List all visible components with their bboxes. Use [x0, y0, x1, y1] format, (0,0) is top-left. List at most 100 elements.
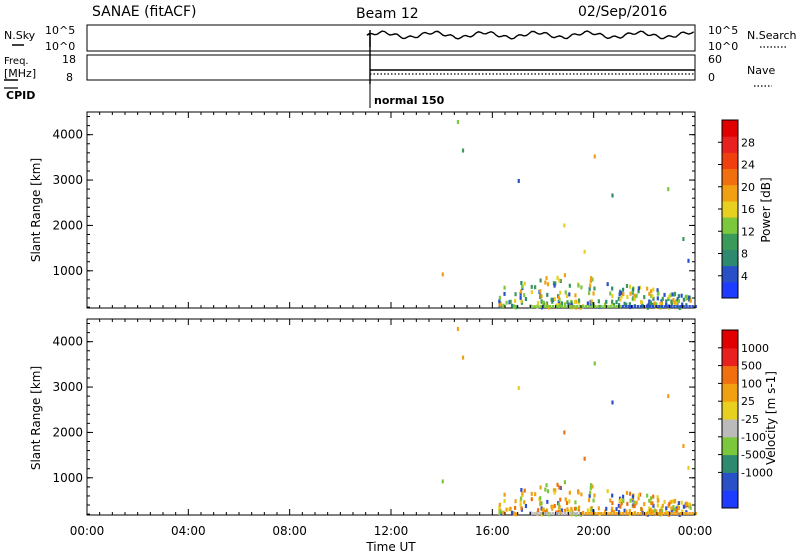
power-echo [684, 297, 687, 302]
velocity-baseline-echo [654, 512, 658, 515]
velocity-echo [553, 503, 556, 508]
velocity-echo [591, 484, 594, 489]
velocity-echo [545, 483, 548, 488]
power-echo [505, 300, 508, 305]
velocity-echo [509, 506, 512, 511]
power-echo [583, 249, 586, 254]
velocity-echo [661, 503, 664, 508]
freq-panel-frame [86, 54, 696, 81]
velocity-echo [521, 491, 524, 496]
power-echo [598, 304, 601, 309]
velocity-echo [566, 507, 569, 512]
velocity-echo [663, 499, 666, 504]
nsky-panel-frame [86, 24, 696, 52]
power-echo [605, 299, 608, 304]
power-echo [660, 299, 663, 304]
velocity-echo [668, 502, 671, 507]
power-baseline-echo [563, 305, 567, 308]
colorbar-tick-label: 100 [741, 377, 762, 390]
power-baseline-echo [694, 305, 697, 308]
velocity-baseline-echo [685, 512, 688, 515]
freq-label-line1: Freq. [4, 56, 29, 67]
velocity-echo [540, 501, 543, 506]
velocity-echo [652, 503, 655, 508]
power-echo [577, 283, 580, 288]
power-echo [513, 305, 516, 310]
velocity-baseline-echo [688, 512, 691, 515]
power-echo [663, 292, 666, 297]
velocity-echo [649, 508, 652, 513]
velocity-echo [560, 508, 563, 513]
power-baseline-echo [664, 305, 667, 308]
velocity-baseline-echo [679, 512, 682, 515]
velocity-echo [558, 504, 561, 509]
power-echo [509, 299, 512, 304]
velocity-echo [503, 492, 506, 497]
velocity-echo [677, 505, 681, 510]
velocity-echo [567, 509, 570, 514]
power-echo [559, 303, 562, 308]
power-echo [553, 283, 556, 288]
colorbar-swatch [722, 330, 738, 349]
power-echo [640, 299, 643, 304]
power-baseline-echo [673, 305, 676, 308]
velocity-echo [534, 492, 537, 497]
velocity-echo [546, 499, 549, 504]
velocity-baseline-echo [624, 512, 627, 515]
velocity-baseline-echo [560, 512, 564, 515]
velocity-echo [682, 444, 685, 449]
colorbar-swatch [722, 401, 738, 420]
power-echo [558, 278, 561, 283]
power-baseline-echo [633, 305, 637, 308]
colorbar-swatch [722, 265, 738, 283]
power-echo [515, 305, 518, 310]
velocity-echo [684, 504, 687, 509]
colorbar-tick-label: 24 [741, 159, 755, 172]
power-baseline-echo [667, 305, 670, 308]
velocity-echo [619, 504, 622, 509]
power-baseline-echo [682, 305, 685, 308]
power-echo [623, 301, 626, 306]
power-echo [652, 287, 655, 292]
x-tick-label: 16:00 [475, 524, 510, 538]
power-echo [590, 276, 593, 281]
power-echo [456, 119, 460, 124]
power-echo [557, 299, 560, 304]
velocity-cbar-label: Velocity [m s-1] [764, 371, 778, 465]
velocity-echo [650, 496, 653, 501]
velocity-echo [643, 502, 646, 507]
nsky-left-tick-top: 10^5 [45, 24, 75, 37]
velocity-echo [568, 490, 571, 495]
power-echo [659, 301, 662, 306]
power-echo [563, 273, 567, 278]
velocity-echo [513, 512, 516, 517]
power-echo [568, 292, 571, 297]
power-echo [591, 277, 594, 282]
power-echo [681, 302, 684, 307]
power-echo [671, 300, 675, 305]
power-echo [574, 293, 577, 298]
power-baseline-echo [545, 305, 548, 308]
colorbar-swatch [722, 120, 738, 137]
velocity-echo [499, 509, 502, 514]
velocity-echo [639, 492, 642, 497]
velocity-echo [461, 355, 465, 360]
power-echo [539, 289, 542, 294]
power-baseline-echo [606, 305, 609, 308]
power-baseline-echo [603, 305, 606, 308]
colorbar-swatch [722, 383, 738, 402]
velocity-baseline-echo [651, 512, 655, 515]
power-echo [635, 293, 638, 298]
colorbar-tick-label: 20 [741, 181, 755, 194]
power-echo [461, 148, 465, 153]
velocity-baseline-echo [569, 512, 573, 515]
power-echo [673, 292, 676, 297]
power-echo [560, 301, 563, 306]
power-baseline-echo [676, 305, 679, 308]
power-echo [593, 286, 596, 291]
power-echo [656, 291, 660, 296]
power-echo [621, 287, 625, 292]
velocity-echo [633, 504, 636, 509]
power-echo [656, 296, 659, 301]
velocity-baseline-echo [648, 512, 652, 515]
